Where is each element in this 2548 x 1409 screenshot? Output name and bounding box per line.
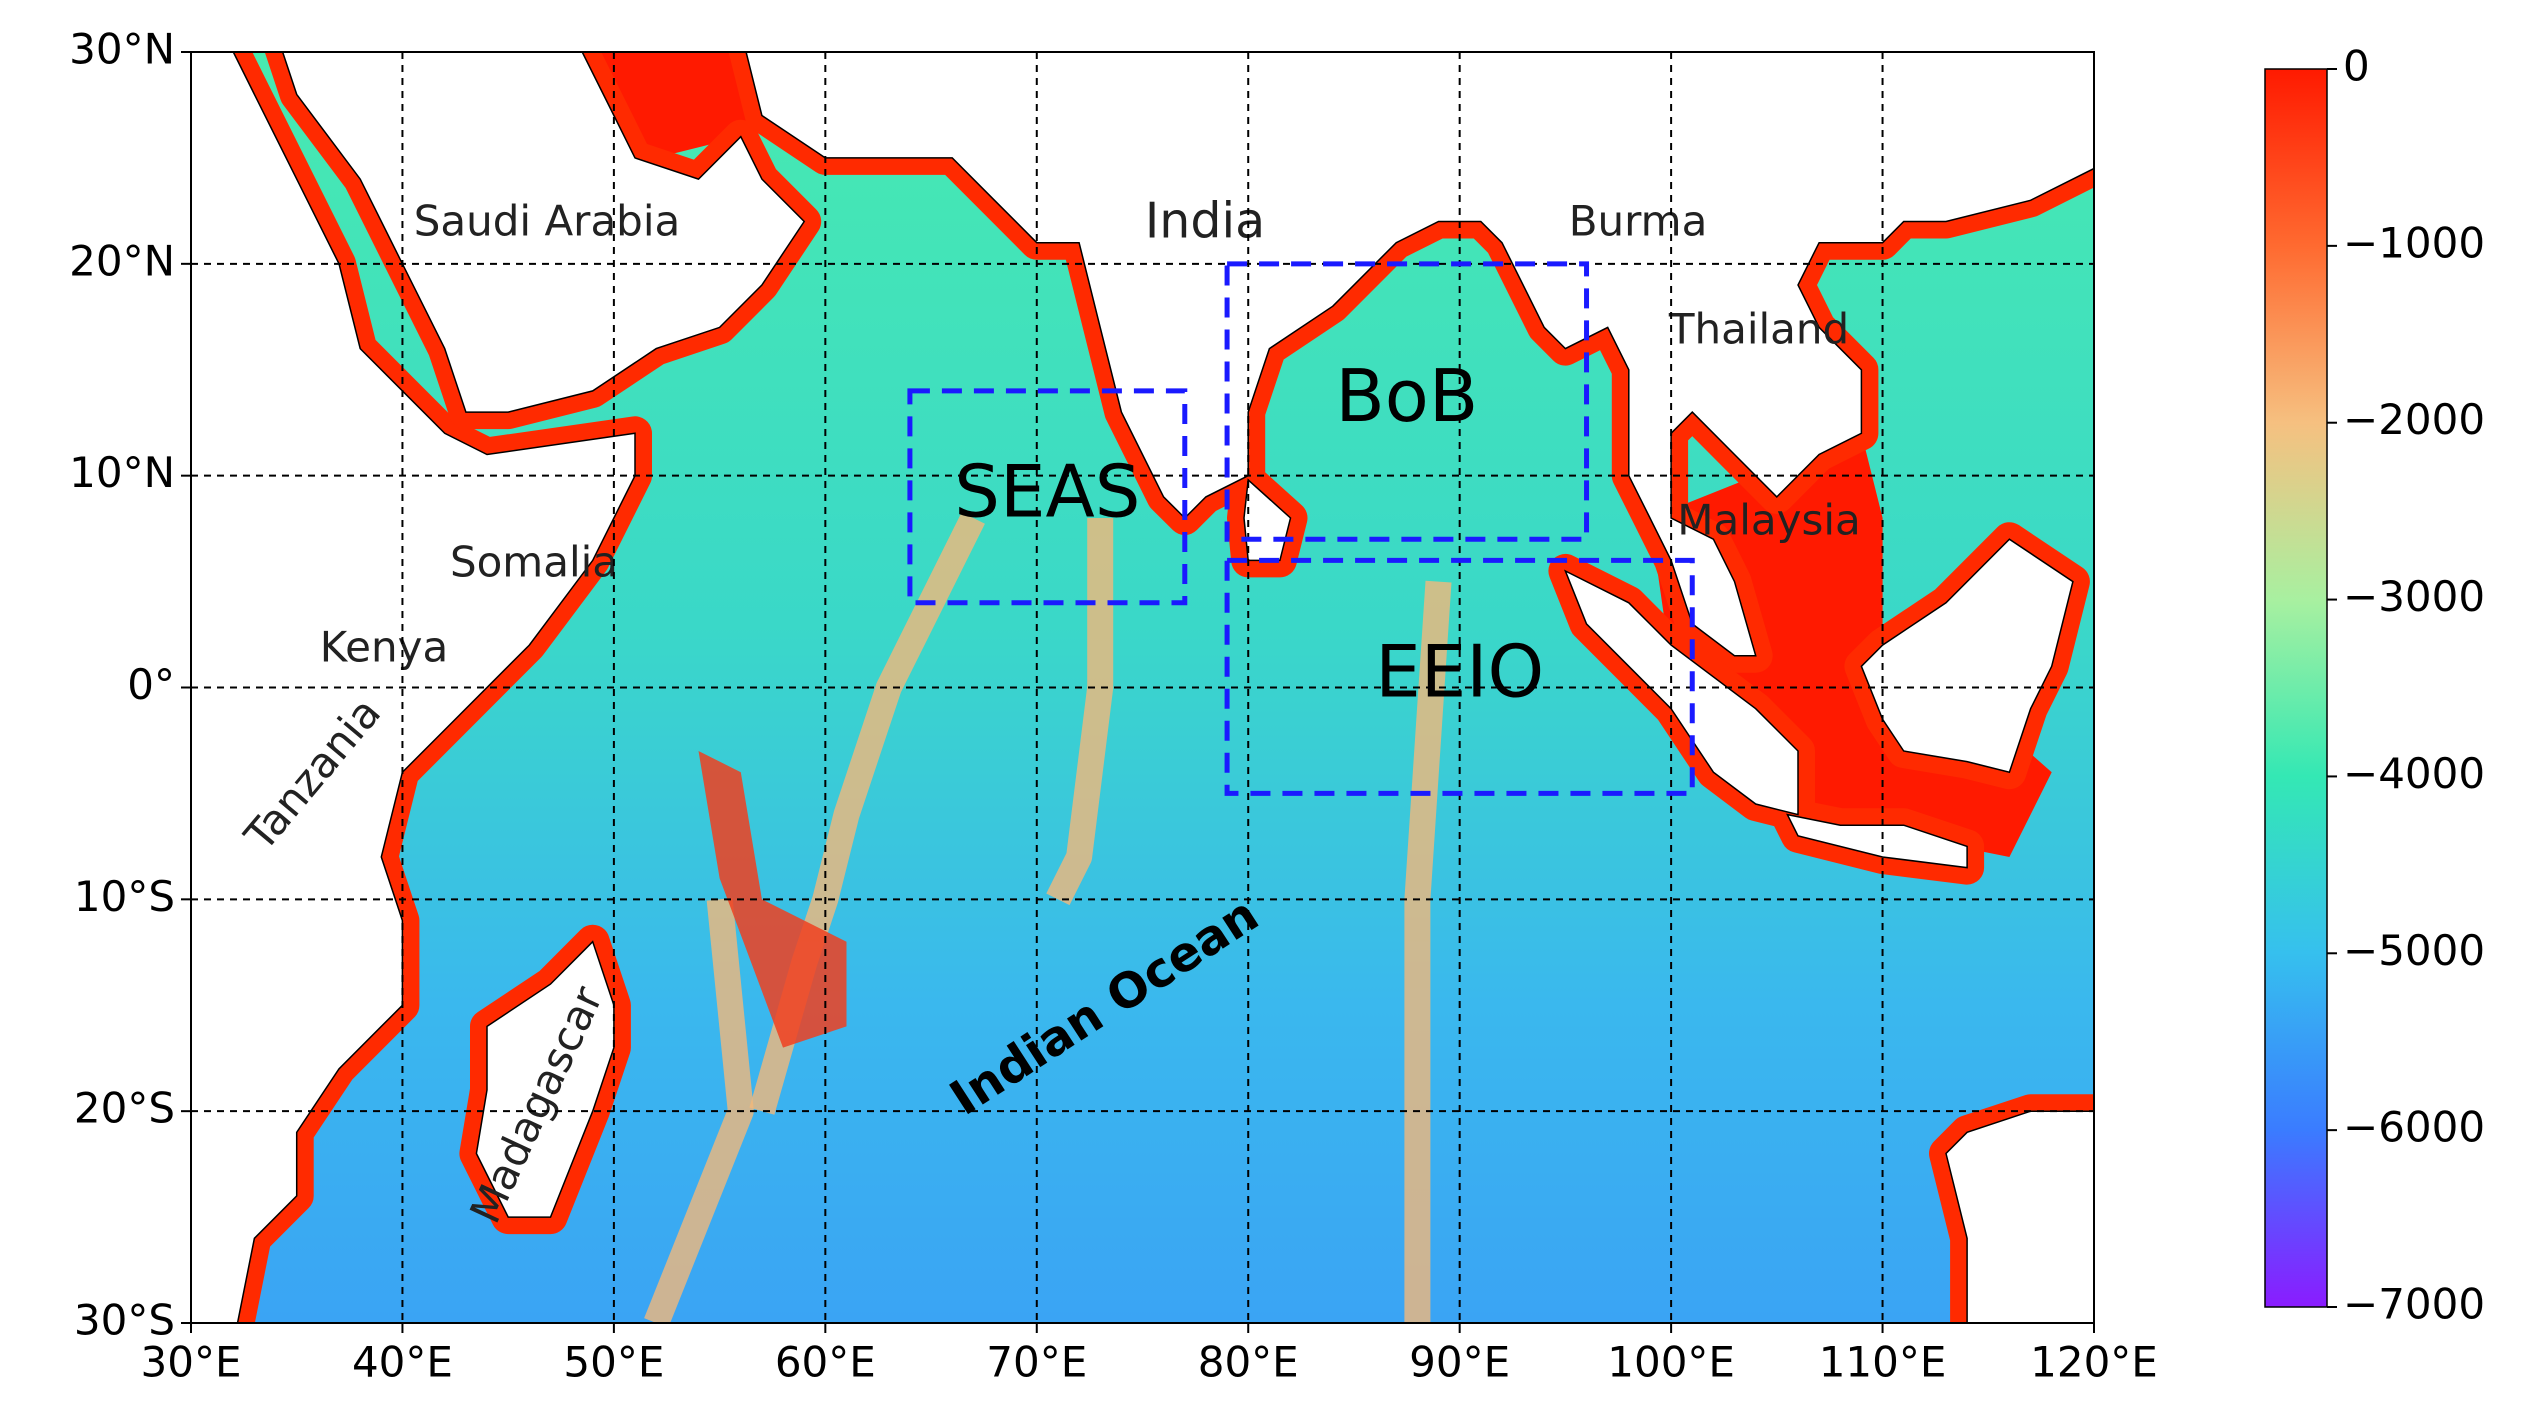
x-tick-label: 120°E [2030,1338,2158,1387]
colorbar-tick-label: −4000 [2343,749,2485,798]
region-box [1224,261,1590,542]
x-tick-label: 40°E [352,1338,453,1387]
colorbar-tick-label: −6000 [2343,1103,2485,1152]
shelf [698,751,847,1048]
x-tick-label: 110°E [1819,1338,1947,1387]
place-label: Thailand [1668,305,1849,354]
place-label: Burma [1569,197,1708,246]
ridge [1046,518,1114,906]
x-tick-label: 90°E [1409,1338,1510,1387]
x-tick-label: 80°E [1198,1338,1299,1387]
y-tick-label: 0° [127,660,175,709]
land [1945,1110,2094,1323]
colorbar-tick-label: −5000 [2343,926,2485,975]
shelf [571,52,762,158]
region-box [1224,557,1695,796]
place-label: Saudi Arabia [414,197,681,246]
region-label: BoB [1335,354,1478,438]
y-tick-label: 30°N [69,25,175,74]
land [745,52,2094,657]
x-tick-label: 60°E [775,1338,876,1387]
colorbar [2264,68,2328,1308]
place-label: India [1145,193,1265,250]
colorbar-tick-label: −2000 [2343,395,2485,444]
place-label: Somalia [450,538,618,587]
colorbar-tick-label: 0 [2343,42,2370,91]
x-tick-label: 50°E [563,1338,664,1387]
region-box [907,388,1188,606]
place-label: Malaysia [1677,496,1861,545]
y-tick-label: 10°S [74,872,175,921]
y-tick-label: 20°S [74,1084,175,1133]
x-tick-label: 100°E [1607,1338,1735,1387]
land [1786,813,1968,869]
colorbar-tick-label: −7000 [2343,1280,2485,1329]
region-label: EEIO [1375,629,1544,713]
x-tick-label: 70°E [986,1338,1087,1387]
colorbar-tick-label: −1000 [2343,218,2485,267]
colorbar-tick-label: −3000 [2343,572,2485,621]
y-tick-label: 30°S [74,1296,175,1345]
region-label: SEAS [954,449,1140,533]
x-tick-label: 30°E [141,1338,242,1387]
y-tick-label: 20°N [69,236,175,285]
land [1563,569,1799,816]
y-tick-label: 10°N [69,448,175,497]
place-label: Kenya [320,623,449,672]
